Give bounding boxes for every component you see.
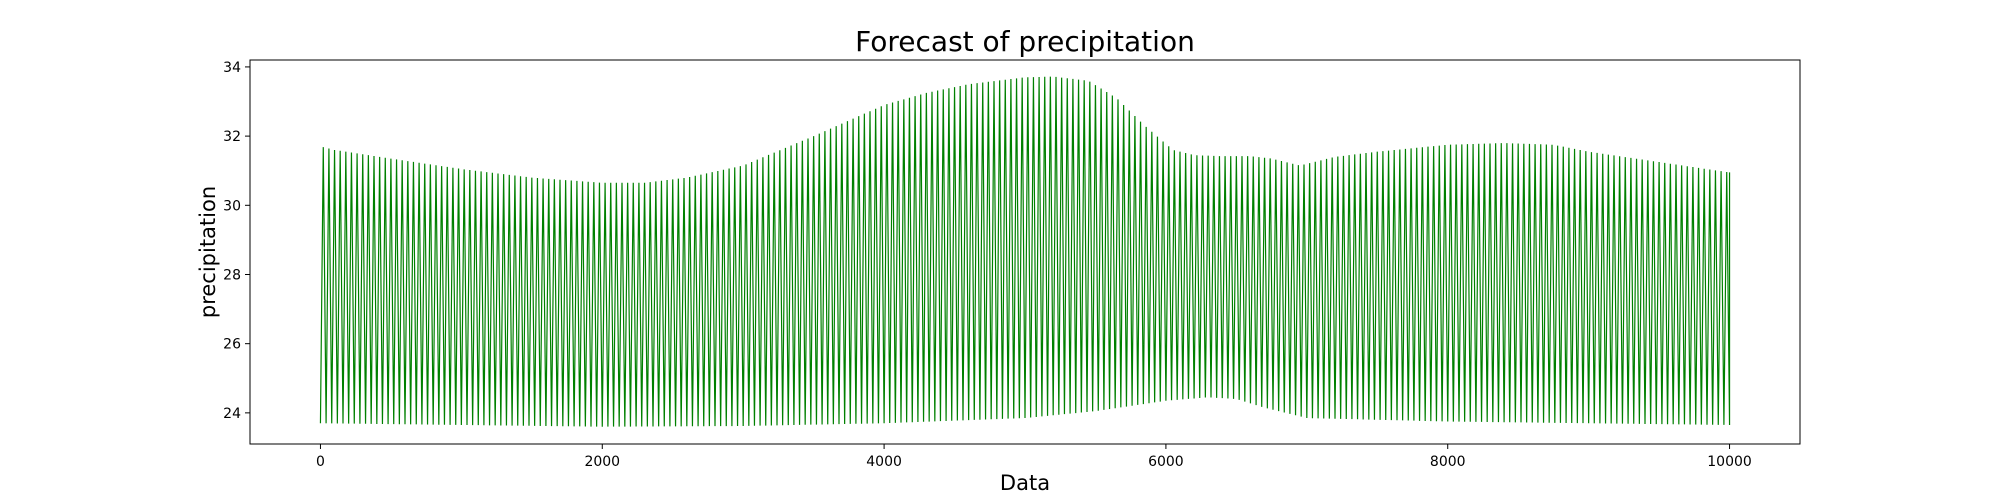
y-axis-title: precipitation [196, 186, 220, 318]
plot-frame [249, 59, 1801, 445]
series-layer [319, 76, 1731, 427]
x-axis: 0 2000 4000 6000 8000 10000 [316, 444, 1752, 470]
y-tick-label: 32 [223, 129, 241, 145]
y-axis: 24 26 28 30 32 34 [223, 60, 250, 422]
y-tick-label: 30 [223, 198, 241, 214]
chart-title: Forecast of precipitation [855, 25, 1195, 58]
x-tick-label: 0 [316, 454, 325, 470]
x-axis-title: Data [1000, 471, 1050, 495]
x-tick-label: 8000 [1430, 454, 1466, 470]
x-tick-label: 4000 [866, 454, 902, 470]
y-tick-label: 24 [223, 406, 241, 422]
x-tick-label: 6000 [1148, 454, 1184, 470]
series-line [319, 76, 1731, 427]
y-tick-label: 34 [223, 60, 241, 76]
y-tick-label: 28 [223, 267, 241, 283]
x-tick-label: 10000 [1707, 454, 1752, 470]
y-tick-label: 26 [223, 337, 241, 353]
x-tick-label: 2000 [584, 454, 620, 470]
